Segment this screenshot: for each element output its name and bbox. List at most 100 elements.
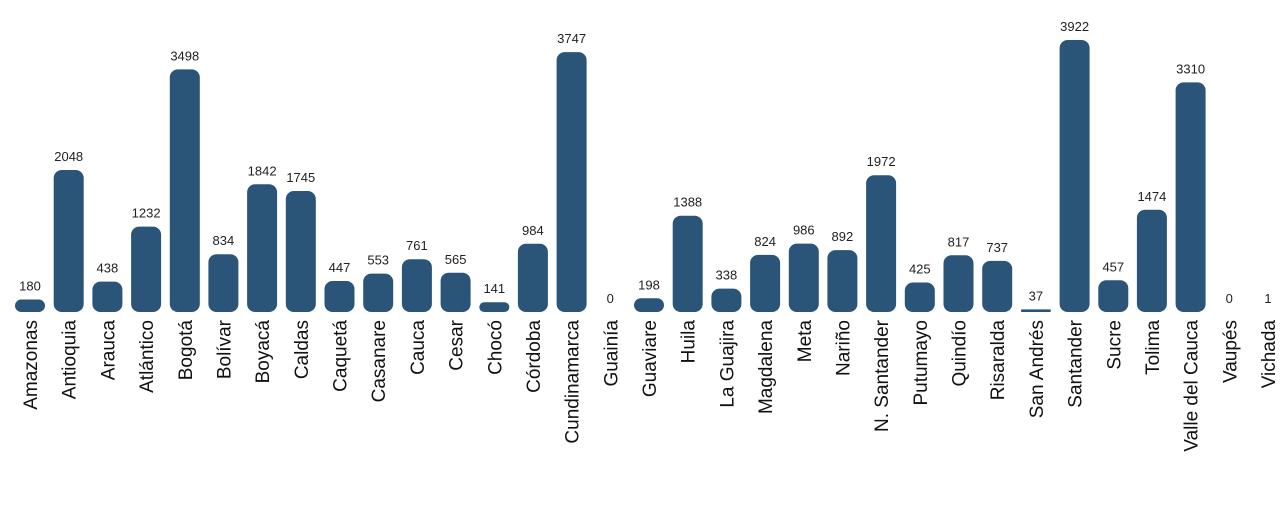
category-label-21: Nariño [833, 320, 854, 376]
value-label-5: 834 [213, 233, 235, 248]
value-label-28: 457 [1102, 259, 1124, 274]
category-label-0: Amazonas [21, 320, 42, 410]
category-label-24: Quindío [950, 320, 971, 387]
category-label-7: Caldas [292, 320, 313, 379]
category-label-17: Huila [679, 320, 700, 364]
value-label-13: 984 [522, 223, 544, 238]
category-label-12: Chocó [485, 320, 506, 375]
bar-19 [750, 254, 781, 312]
category-label-26: San Andrés [1027, 320, 1048, 418]
bar-0 [15, 299, 45, 312]
value-label-12: 141 [483, 281, 505, 296]
category-label-29: Tolima [1143, 320, 1164, 375]
value-label-27: 3922 [1060, 19, 1089, 34]
value-label-7: 1745 [286, 170, 315, 185]
bar-9 [363, 273, 394, 312]
bar-10 [401, 259, 432, 312]
bar-6 [247, 184, 278, 312]
bar-13 [517, 243, 548, 312]
category-label-14: Cundinamarca [563, 320, 584, 444]
category-label-13: Córdoba [524, 320, 545, 393]
value-label-32: 1 [1264, 291, 1271, 306]
value-label-21: 892 [832, 229, 854, 244]
category-label-4: Bogotá [176, 320, 197, 381]
category-label-1: Antioquia [60, 320, 81, 400]
value-label-1: 2048 [54, 149, 83, 164]
category-labels-group: Amazonas Antioquia Arauca Atlántico Bogotá Bo… [21, 319, 1280, 451]
bars-group [15, 40, 1206, 313]
value-label-9: 553 [367, 253, 389, 268]
bar-29 [1136, 209, 1167, 312]
value-label-18: 338 [716, 268, 738, 283]
bar-3 [131, 226, 162, 312]
bar-22 [866, 175, 897, 312]
bar-5 [208, 254, 239, 312]
value-label-16: 198 [638, 277, 660, 292]
bar-25 [982, 260, 1013, 312]
bar-30 [1175, 82, 1206, 313]
value-label-17: 1388 [673, 195, 702, 210]
category-label-25: Risaralda [988, 320, 1009, 401]
value-label-15: 0 [607, 291, 614, 306]
bar-28 [1098, 280, 1129, 312]
bar-26 [1020, 309, 1051, 312]
category-label-16: Guaviare [640, 320, 661, 397]
category-label-5: Bolívar [214, 319, 235, 379]
category-label-8: Caquetá [331, 320, 352, 392]
category-label-20: Meta [795, 320, 816, 363]
category-label-32: Vichada [1259, 320, 1280, 389]
value-label-14: 3747 [557, 31, 586, 46]
category-label-22: N. Santander [872, 319, 893, 432]
category-label-10: Cauca [408, 320, 429, 375]
bar-20 [788, 243, 819, 312]
value-label-6: 1842 [248, 163, 277, 178]
value-label-30: 3310 [1176, 61, 1205, 76]
value-label-0: 180 [19, 279, 41, 294]
category-label-2: Arauca [98, 320, 119, 381]
category-label-30: Valle del Cauca [1182, 320, 1203, 452]
value-label-23: 425 [909, 262, 931, 277]
value-label-11: 565 [445, 252, 467, 267]
category-label-6: Boyacá [253, 320, 274, 384]
value-label-10: 761 [406, 238, 428, 253]
category-label-11: Cesar [447, 319, 468, 370]
value-label-19: 824 [754, 234, 776, 249]
value-label-2: 438 [97, 261, 119, 276]
bar-7 [285, 191, 316, 312]
category-label-27: Santander [1066, 319, 1087, 407]
value-label-25: 737 [986, 240, 1008, 255]
bar-14 [556, 52, 587, 312]
category-label-15: Guainía [601, 320, 622, 387]
category-label-19: Magdalena [756, 320, 777, 414]
bar-2 [92, 281, 123, 312]
value-labels-group: 180 2048 438 1232 3498 834 1842 1745 447 553 761 56… [19, 19, 1271, 306]
bar-8 [324, 281, 355, 312]
category-label-9: Casanare [369, 320, 390, 402]
category-label-28: Sucre [1104, 320, 1125, 370]
bar-12 [479, 302, 510, 312]
value-label-26: 37 [1029, 288, 1043, 303]
bar-18 [711, 288, 742, 312]
bar-4 [169, 69, 200, 313]
bar-16 [634, 298, 664, 312]
value-label-20: 986 [793, 223, 815, 238]
category-label-3: Atlántico [137, 320, 158, 393]
value-label-22: 1972 [867, 154, 896, 169]
value-label-29: 1474 [1137, 189, 1166, 204]
bar-24 [943, 255, 974, 312]
value-label-4: 3498 [170, 48, 199, 63]
value-label-8: 447 [329, 260, 351, 275]
bar-1 [53, 170, 84, 312]
bar-23 [904, 282, 935, 312]
value-label-3: 1232 [132, 206, 161, 221]
bar-21 [827, 250, 858, 312]
bar-27 [1059, 40, 1090, 312]
category-label-23: Putumayo [911, 320, 932, 406]
value-label-24: 817 [948, 234, 970, 249]
category-label-18: La Guajira [717, 320, 738, 408]
value-label-31: 0 [1226, 291, 1233, 306]
category-label-31: Vaupés [1220, 320, 1241, 383]
bar-11 [440, 272, 471, 312]
bar-17 [672, 215, 703, 312]
